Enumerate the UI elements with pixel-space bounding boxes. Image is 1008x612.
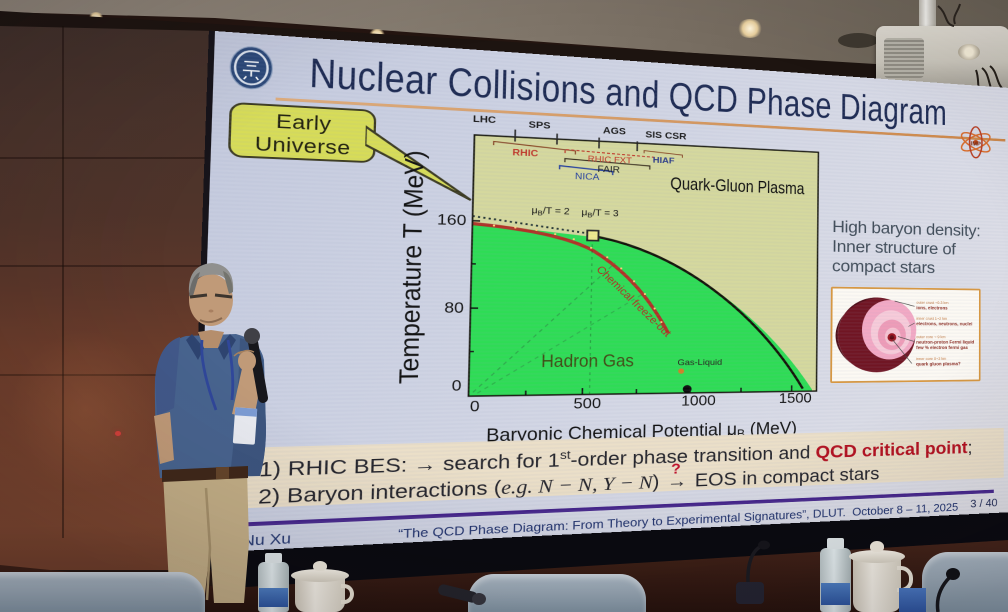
svg-text:HIAF: HIAF <box>653 156 675 166</box>
svg-text:AGS: AGS <box>603 125 626 137</box>
svg-text:neutron-proton Fermi liquid: neutron-proton Fermi liquid <box>916 341 974 345</box>
svg-text:Chemical freeze-out: Chemical freeze-out <box>594 263 674 339</box>
svg-text:Hadron Gas: Hadron Gas <box>541 351 634 372</box>
svg-text:LHC: LHC <box>473 113 497 126</box>
svg-text:SIS CSR: SIS CSR <box>645 129 687 142</box>
svg-text:inner core 0~3 km: inner core 0~3 km <box>916 357 946 362</box>
svg-text:NICA: NICA <box>575 172 600 183</box>
svg-text:inner crust 1~2 km: inner crust 1~2 km <box>916 317 947 322</box>
svg-text:IMP: IMP <box>971 140 982 147</box>
svg-text:RHIC: RHIC <box>512 148 538 159</box>
svg-text:outer core ~ 9 km: outer core ~ 9 km <box>916 335 945 339</box>
svg-text:μB/T = 3: μB/T = 3 <box>581 208 618 220</box>
svg-text:ions, electrons: ions, electrons <box>916 306 948 311</box>
svg-text:Baryonic Chemical Potential μB: Baryonic Chemical Potential μB (MeV) <box>486 418 797 448</box>
svg-text:RHIC FXT: RHIC FXT <box>588 154 633 165</box>
svg-text:μB/T = 2: μB/T = 2 <box>531 206 569 218</box>
svg-text:500: 500 <box>573 394 601 411</box>
svg-text:electrons, neutrons, nuclei: electrons, neutrons, nuclei <box>916 322 972 327</box>
svg-text:160: 160 <box>437 210 467 228</box>
svg-text:1500: 1500 <box>779 390 812 407</box>
svg-text:few % electron fermi gas: few % electron fermi gas <box>916 346 968 351</box>
svg-text:SPS: SPS <box>528 119 550 131</box>
svg-text:80: 80 <box>444 299 464 317</box>
svg-text:FAIR: FAIR <box>597 165 620 175</box>
svg-text:Gas-Liquid: Gas-Liquid <box>677 358 722 368</box>
svg-text:0: 0 <box>470 397 480 415</box>
svg-text:Temperature T (MeV): Temperature T (MeV) <box>393 150 429 385</box>
svg-text:0: 0 <box>452 376 462 394</box>
svg-text:outer crust ~0.3 km: outer crust ~0.3 km <box>916 301 948 306</box>
svg-text:Quark-Gluon Plasma: Quark-Gluon Plasma <box>670 174 805 198</box>
svg-text:1000: 1000 <box>681 392 716 409</box>
svg-text:quark gluon plasma?: quark gluon plasma? <box>916 362 961 367</box>
